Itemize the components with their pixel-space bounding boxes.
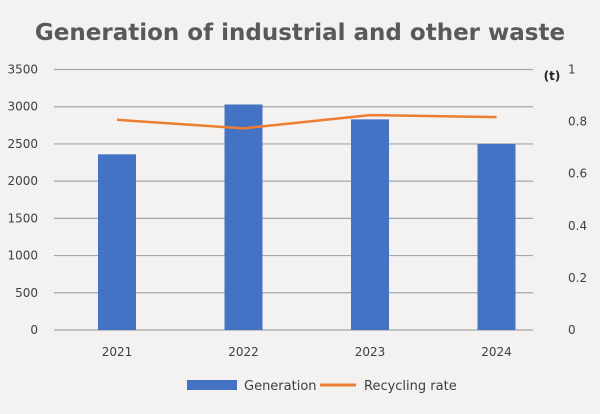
unit-label: (t) [544,69,561,83]
right-tick-label: 0.2 [568,271,587,285]
bar-2022 [225,104,263,330]
legend-swatch-generation [187,380,237,390]
right-tick-label: 0.4 [568,219,587,233]
left-tick-label: 2500 [7,137,38,151]
bar-2021 [98,154,136,330]
legend: Generation Recycling rate [187,379,457,394]
left-tick-label: 1000 [7,249,38,263]
legend-label-generation: Generation [244,379,317,394]
bar-2024 [478,144,516,330]
bar-2023 [351,119,389,330]
left-tick-label: 500 [15,286,38,300]
left-tick-label: 2000 [7,174,38,188]
left-tick-label: 0 [30,323,38,337]
right-tick-label: 1 [568,63,576,77]
x-tick-label: 2023 [355,345,386,359]
left-tick-label: 3500 [7,63,38,77]
chart-title: Generation of industrial and other waste [35,20,565,46]
left-tick-label: 3000 [7,100,38,114]
right-tick-label: 0 [568,323,576,337]
right-tick-label: 0.6 [568,167,587,181]
right-tick-label: 0.8 [568,115,587,129]
legend-label-recycling-rate: Recycling rate [364,379,457,394]
x-tick-label: 2024 [481,345,512,359]
recycling-rate-line [117,115,497,128]
x-tick-label: 2022 [228,345,259,359]
left-tick-label: 1500 [7,211,38,225]
x-tick-label: 2021 [102,345,133,359]
